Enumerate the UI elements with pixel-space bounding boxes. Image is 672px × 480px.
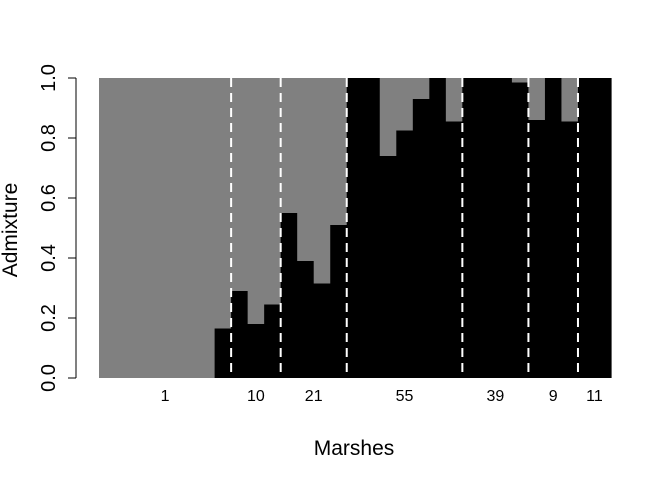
bar-black-component: [280, 213, 298, 378]
y-tick-label: 0.0: [38, 364, 60, 392]
bar-black-component: [214, 328, 232, 378]
bar-black-component: [495, 78, 513, 378]
y-tick-label: 1.0: [38, 64, 60, 92]
bar-black-component: [511, 82, 530, 378]
bar-black-component: [330, 225, 348, 378]
bar-gray-component: [528, 78, 546, 120]
bar-gray-component: [280, 78, 298, 213]
bar-black-component: [478, 78, 496, 378]
bar-gray-component: [379, 78, 397, 156]
bar-black-component: [594, 78, 612, 378]
bar-gray-component: [264, 78, 282, 305]
y-axis-title: Admixture: [0, 183, 22, 278]
bar-black-component: [297, 261, 315, 378]
bar-black-component: [577, 78, 596, 378]
bar-gray-component: [330, 78, 348, 225]
group-label: 39: [486, 388, 504, 405]
group-label: 11: [586, 388, 603, 405]
y-tick-label: 0.4: [38, 244, 60, 272]
bar-gray-component: [561, 78, 579, 122]
bar-gray-component: [198, 78, 216, 378]
bar-black-component: [561, 121, 579, 378]
group-label: 9: [549, 388, 558, 405]
bar-gray-component: [115, 78, 133, 378]
bar-black-component: [396, 130, 414, 378]
bar-gray-component: [165, 78, 183, 378]
group-separators: [230, 78, 579, 378]
bar-black-component: [264, 304, 282, 378]
bar-black-component: [429, 78, 447, 378]
bar-black-component: [544, 78, 563, 378]
y-axis: 0.0 0.2 0.4 0.6 0.8 1.0: [38, 64, 77, 392]
bar-gray-component: [247, 78, 265, 324]
y-tick-label: 0.2: [38, 304, 60, 332]
bar-gray-component: [412, 78, 430, 99]
bar-black-component: [313, 283, 331, 378]
bar-gray-component: [511, 78, 530, 83]
bar-gray-component: [231, 78, 249, 291]
group-label: 21: [305, 388, 323, 405]
bar-black-component: [462, 78, 480, 378]
bar-gray-component: [396, 78, 414, 131]
group-label: 10: [247, 388, 265, 405]
bar-black-component: [346, 78, 364, 378]
bar-black-component: [412, 99, 430, 378]
bar-gray-component: [313, 78, 331, 284]
bar-black-component: [247, 324, 265, 378]
bar-gray-component: [132, 78, 150, 378]
bar-black-component: [379, 156, 397, 378]
bar-black-component: [528, 120, 546, 378]
y-tick-label: 0.8: [38, 124, 60, 152]
group-labels: 1 10 21 55 39 9 11: [161, 388, 603, 405]
x-axis-title: Marshes: [314, 437, 395, 460]
group-label: 55: [396, 388, 414, 405]
bar-gray-component: [297, 78, 315, 261]
bar-black-component: [231, 291, 249, 378]
bar-gray-component: [148, 78, 166, 378]
bar-gray-component: [99, 78, 117, 378]
bar-black-component: [363, 78, 381, 378]
bars-layer: [99, 78, 612, 378]
group-label: 1: [161, 388, 170, 405]
bar-black-component: [445, 121, 463, 378]
bar-gray-component: [181, 78, 199, 378]
bar-gray-component: [214, 78, 232, 329]
y-tick-label: 0.6: [38, 184, 60, 212]
bar-gray-component: [445, 78, 463, 122]
